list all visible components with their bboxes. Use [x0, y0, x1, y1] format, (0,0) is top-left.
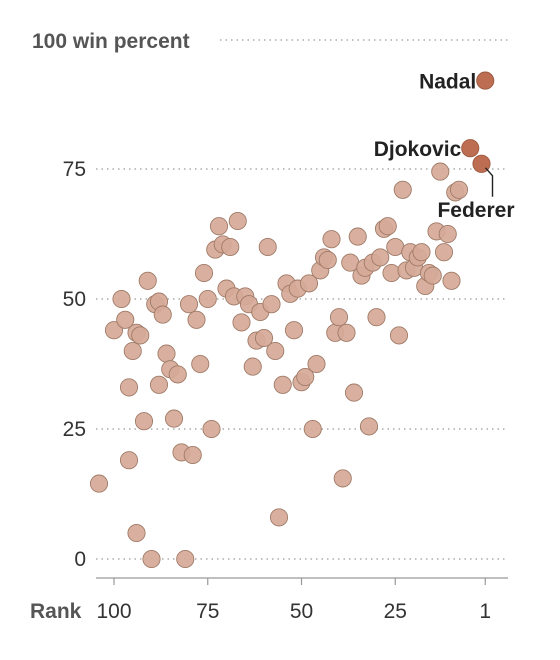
- player-point: [254, 328, 274, 348]
- y-tick-label: 0: [74, 548, 86, 571]
- player-point: [187, 310, 206, 329]
- federer-leader-line: [484, 167, 494, 197]
- player-point: [202, 419, 221, 439]
- y-tick-label: 50: [63, 288, 86, 311]
- player-point: [176, 549, 195, 569]
- x-axis-ticks: 100 75 50 25 1: [96, 578, 491, 623]
- x-axis-title: Rank: [30, 600, 82, 623]
- player-point: [179, 295, 199, 314]
- player-point: [138, 271, 157, 290]
- player-point: [116, 310, 135, 329]
- y-tick-label: 25: [63, 418, 86, 441]
- player-point: [123, 341, 142, 361]
- player-point: [382, 263, 401, 283]
- player-point: [228, 211, 247, 231]
- player-point: [258, 237, 277, 257]
- player-label-federer: Federer: [437, 199, 514, 222]
- y-tick-label: 75: [63, 158, 86, 181]
- player-point: [112, 289, 131, 309]
- player-point: [104, 321, 124, 340]
- highlighted-players: Nadal Djokovic Federer: [374, 71, 515, 222]
- player-point: [393, 180, 412, 199]
- player-point: [412, 243, 431, 262]
- player-point: [198, 289, 217, 309]
- player-point: [423, 266, 442, 285]
- player-point: [119, 378, 139, 397]
- y-axis-title: 100 win percent: [32, 30, 190, 53]
- player-point: [378, 217, 397, 236]
- player-point: [348, 227, 367, 246]
- x-tick-label: 75: [196, 600, 219, 623]
- player-point: [142, 549, 161, 569]
- player-point: [344, 383, 364, 402]
- y-axis-title-number: 100: [32, 30, 67, 53]
- player-point: [322, 230, 341, 249]
- player-point: [284, 321, 304, 340]
- player-point: [131, 326, 150, 345]
- player-point: [389, 326, 409, 345]
- player-point: [127, 523, 146, 543]
- player-point: [149, 375, 169, 394]
- player-point: [442, 271, 461, 290]
- highlight-point-nadal: [476, 71, 495, 90]
- player-label-djokovic: Djokovic: [374, 138, 462, 161]
- player-point: [303, 419, 322, 439]
- player-point: [89, 474, 109, 493]
- player-point: [232, 313, 251, 332]
- player-label-nadal: Nadal: [419, 71, 476, 94]
- player-point: [273, 375, 292, 394]
- player-point: [168, 365, 187, 384]
- player-point: [296, 367, 315, 387]
- player-point: [434, 243, 454, 262]
- player-point: [221, 237, 240, 257]
- x-tick-label: 1: [479, 600, 491, 623]
- player-point: [299, 274, 319, 293]
- player-point: [333, 469, 352, 488]
- player-point: [153, 305, 172, 324]
- player-point: [307, 354, 326, 374]
- player-point: [367, 308, 386, 327]
- player-point: [329, 308, 349, 327]
- player-point: [337, 323, 356, 342]
- player-point: [318, 250, 337, 270]
- player-point: [243, 357, 262, 376]
- gridlines: 0 25 50 75: [63, 158, 508, 571]
- player-point: [209, 217, 229, 236]
- player-point: [269, 508, 289, 527]
- player-point: [371, 248, 390, 267]
- player-point: [119, 451, 139, 470]
- player-point: [134, 412, 154, 431]
- player-point: [449, 180, 469, 199]
- player-point: [431, 162, 450, 181]
- player-point: [164, 409, 184, 428]
- highlight-point-djokovic: [461, 139, 480, 158]
- y-axis-title-text: win percent: [72, 30, 190, 53]
- player-point: [183, 445, 202, 465]
- player-point: [194, 263, 214, 283]
- x-tick-label: 25: [384, 600, 407, 623]
- player-point: [438, 224, 457, 244]
- player-point: [266, 341, 285, 361]
- x-tick-label: 100: [96, 600, 131, 623]
- x-tick-label: 50: [290, 600, 313, 623]
- player-point: [262, 295, 281, 314]
- player-point: [157, 344, 176, 363]
- player-point: [191, 354, 210, 374]
- player-points: [89, 162, 469, 569]
- player-point: [359, 417, 379, 436]
